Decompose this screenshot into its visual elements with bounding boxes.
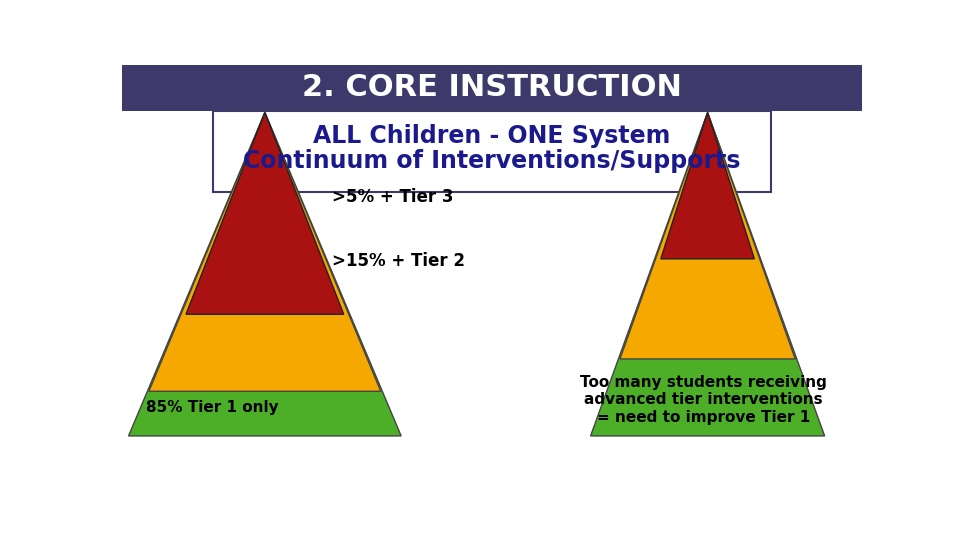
Text: ALL Children - ONE System: ALL Children - ONE System	[313, 124, 671, 147]
Text: Too many students receiving
advanced tier interventions
= need to improve Tier 1: Too many students receiving advanced tie…	[580, 375, 828, 424]
Bar	[123, 65, 861, 111]
Text: >15% + Tier 2: >15% + Tier 2	[332, 252, 465, 270]
Polygon shape	[129, 112, 401, 436]
Polygon shape	[186, 112, 344, 314]
Polygon shape	[620, 112, 795, 359]
Text: 85% Tier 1 only: 85% Tier 1 only	[146, 400, 278, 415]
Polygon shape	[590, 112, 825, 436]
Text: >5% + Tier 3: >5% + Tier 3	[332, 188, 453, 206]
Text: 2. CORE INSTRUCTION: 2. CORE INSTRUCTION	[302, 73, 682, 103]
Polygon shape	[213, 111, 771, 192]
Polygon shape	[660, 112, 755, 259]
Text: Continuum of Interventions/Supports: Continuum of Interventions/Supports	[243, 149, 741, 173]
Polygon shape	[149, 112, 381, 392]
